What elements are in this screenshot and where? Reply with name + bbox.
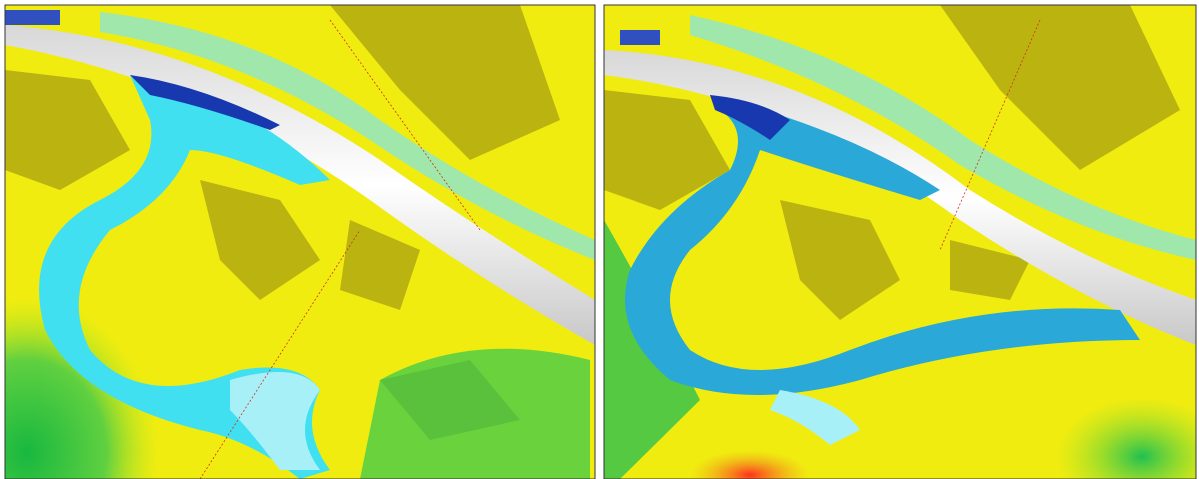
right-panel [604,5,1196,479]
panel-border [4,4,596,479]
panel-border [603,4,1197,479]
left-panel [5,5,595,479]
